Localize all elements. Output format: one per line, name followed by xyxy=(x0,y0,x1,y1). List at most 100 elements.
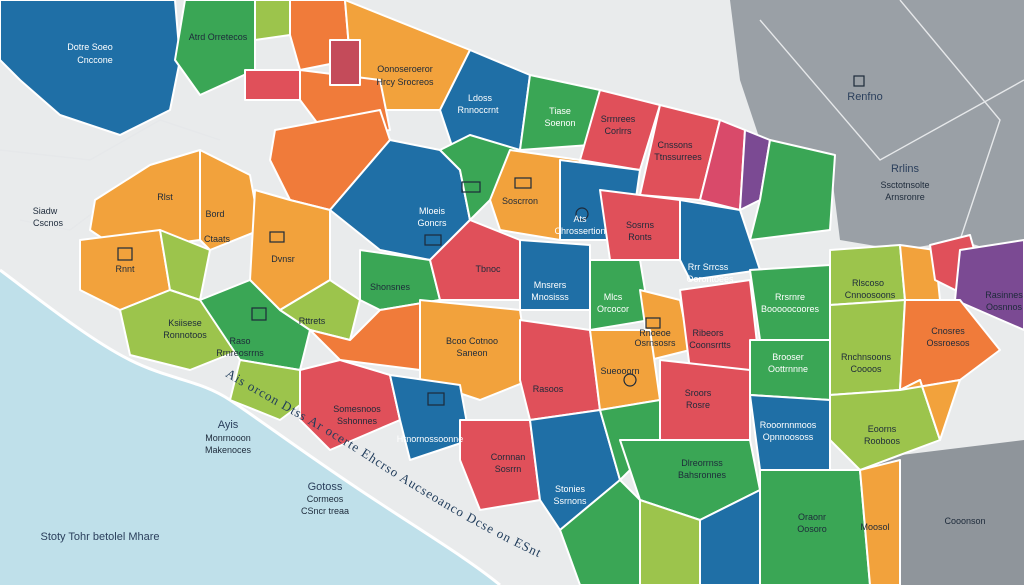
label: Ttnssurrees xyxy=(654,152,702,162)
label: Oottrnnne xyxy=(768,364,808,374)
road xyxy=(899,0,1001,241)
label: Cscnos xyxy=(33,218,64,228)
label: Mnsrers xyxy=(534,280,567,290)
label: Bcoo Cotnoo xyxy=(446,336,498,346)
region-red-mid2[interactable] xyxy=(679,279,761,371)
label: Moosol xyxy=(860,522,889,532)
label: Oosnnos xyxy=(986,302,1023,312)
label: Ssctotnsolte xyxy=(880,180,929,190)
label: Oraonr xyxy=(798,512,826,522)
label: Tiase xyxy=(549,106,571,116)
label: Mnosisss xyxy=(531,292,569,302)
label: Coooos xyxy=(850,364,882,374)
label: Rosre xyxy=(686,400,710,410)
region-lime-south-bottom[interactable] xyxy=(639,499,701,585)
label: Bord xyxy=(205,209,224,219)
label: Sroors xyxy=(685,388,712,398)
region-orange-center[interactable] xyxy=(419,299,531,401)
region-green-top[interactable] xyxy=(174,0,256,96)
building-icon xyxy=(514,177,532,189)
label: Cnosres xyxy=(931,326,965,336)
label: Cnccone xyxy=(77,55,113,65)
label: Rooboos xyxy=(864,436,901,446)
region-red-top[interactable] xyxy=(244,69,301,101)
region-red-south[interactable] xyxy=(459,419,541,511)
label: Osrnsosrs xyxy=(634,338,676,348)
region-tangerine-east[interactable] xyxy=(899,299,1001,391)
region-red-center[interactable] xyxy=(519,319,601,421)
label: Rnchnsoons xyxy=(841,352,892,362)
label: Rnnoccrnt xyxy=(457,105,499,115)
ocean xyxy=(0,270,500,585)
ocean-label: CSncr treaa xyxy=(301,506,349,516)
label: Ronnotoos xyxy=(163,330,207,340)
label: Ctaats xyxy=(204,234,231,244)
region-lime-west2[interactable] xyxy=(279,279,361,341)
label: Sshonnes xyxy=(337,416,378,426)
ocean-label: Ayis xyxy=(218,419,239,431)
label: Raso xyxy=(229,336,250,346)
building-icon xyxy=(117,247,133,261)
label: Sueooorn xyxy=(600,366,639,376)
label: Dlreorrnss xyxy=(681,458,723,468)
landmark-icon xyxy=(575,207,589,221)
label: Sosrrn xyxy=(495,464,522,474)
label: Ats xyxy=(573,214,587,224)
region-blue-south-west[interactable] xyxy=(389,374,471,461)
region-lime-top[interactable] xyxy=(254,0,291,41)
label: Oosoro xyxy=(797,524,827,534)
label: Oorontoees xyxy=(686,274,734,284)
label: Arnsronre xyxy=(885,192,925,202)
region-blue-northwest[interactable] xyxy=(0,0,181,136)
label: Rrsrnre xyxy=(775,292,805,302)
label: Ossroesos xyxy=(926,338,970,348)
label: Ribeors xyxy=(692,328,724,338)
label: Rlst xyxy=(157,192,173,202)
label: Ssrnons xyxy=(553,496,587,506)
label: Dvnsr xyxy=(271,254,295,264)
label: Booooocoores xyxy=(761,304,820,314)
building-icon xyxy=(645,317,661,329)
label: Hrcy Srocreos xyxy=(376,77,434,87)
label: Rrnreosrrns xyxy=(216,348,264,358)
region-gray-northeast xyxy=(730,0,1024,260)
landmark-icon xyxy=(623,373,637,387)
region-orange-southeast[interactable] xyxy=(899,379,961,441)
map-caption: Stoty Tohr betolel Mhare xyxy=(40,531,159,543)
label: Sosrns xyxy=(626,220,655,230)
label: Mlcs xyxy=(604,292,623,302)
region-lime-center-east[interactable] xyxy=(829,299,906,396)
region-green-east[interactable] xyxy=(749,264,831,341)
region-orange-west2[interactable] xyxy=(199,149,261,251)
region-purple-far-east[interactable] xyxy=(954,239,1024,331)
label: Mloeis xyxy=(419,206,446,216)
label: Brooser xyxy=(772,352,804,362)
ocean-label: Monrnooon xyxy=(205,433,251,443)
building-icon xyxy=(424,234,442,246)
label: Stonies xyxy=(555,484,586,494)
region-red-top2[interactable] xyxy=(329,39,361,86)
label: Bahsronnes xyxy=(678,470,727,480)
label: Saneon xyxy=(456,348,487,358)
label: Somesnoos xyxy=(333,404,381,414)
label: Rooornnmoos xyxy=(760,420,817,430)
label: Chrossertion xyxy=(554,226,605,236)
ocean-label: Makenoces xyxy=(205,445,252,455)
label: Cnssons xyxy=(657,140,693,150)
label: Rasinnes xyxy=(985,290,1023,300)
region-green-northeast[interactable] xyxy=(749,139,836,241)
region-blue-south-bottom[interactable] xyxy=(699,489,761,585)
region-blue-east-north[interactable] xyxy=(679,199,761,281)
label: Oonoseroeror xyxy=(377,64,433,74)
label: Srrnrees xyxy=(601,114,636,124)
label: Orcocor xyxy=(597,304,629,314)
label: Atrd Orretecos xyxy=(189,32,248,42)
region-orange-central-north[interactable] xyxy=(489,149,581,241)
label: Soenon xyxy=(544,118,575,128)
label: Cornnan xyxy=(491,452,526,462)
label: Ksiisese xyxy=(168,318,202,328)
region-orange-south-east[interactable] xyxy=(859,459,901,585)
label: Eoorns xyxy=(868,424,897,434)
